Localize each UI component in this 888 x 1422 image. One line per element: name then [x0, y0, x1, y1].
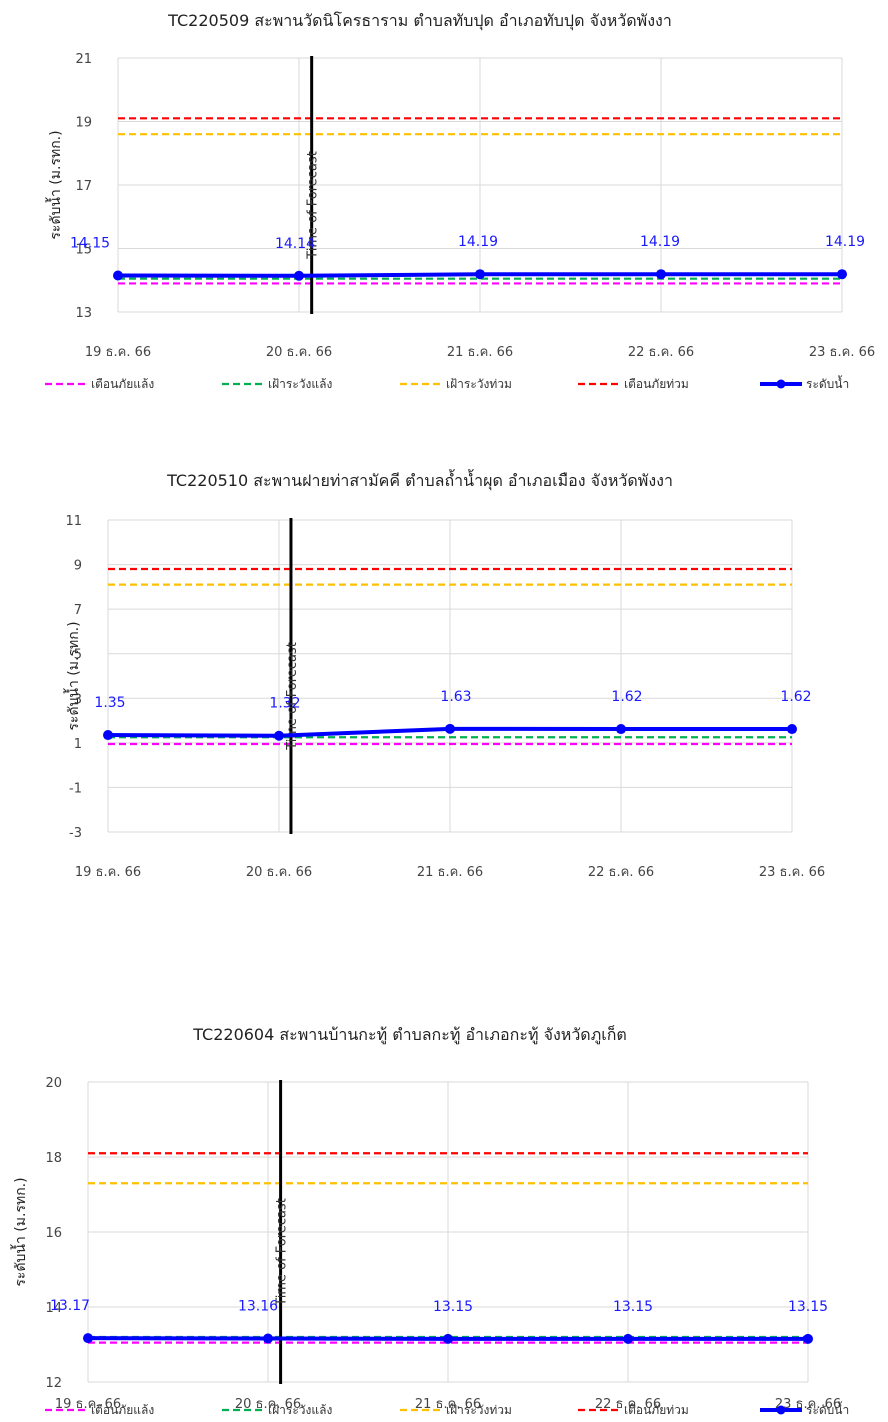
water-level-point	[103, 730, 113, 741]
data-label: 1.62	[780, 689, 811, 705]
y-tick-label: 21	[75, 52, 92, 67]
water-level-point	[616, 724, 626, 735]
data-label: 13.17	[50, 1298, 90, 1314]
data-label: 14.19	[640, 234, 680, 250]
data-label: 14.19	[458, 234, 498, 250]
legend-label: เฝ้าระวังแล้ง	[268, 377, 332, 391]
chart-svg: TC220509 สะพานวัดนิโครธาราม ตำบลทับปุด อ…	[45, 11, 875, 391]
legend-label: เฝ้าระวังท่วม	[446, 377, 512, 391]
y-tick-label: 19	[75, 116, 92, 131]
legend-label: เฝ้าระวังแล้ง	[268, 1403, 332, 1417]
y-axis-label: ระดับน้ำ (ม.รทก.)	[45, 130, 64, 239]
data-label: 13.15	[788, 1299, 828, 1315]
legend-label: ระดับน้ำ	[806, 375, 849, 391]
chart-title: TC220509 สะพานวัดนิโครธาราม ตำบลทับปุด อ…	[167, 11, 672, 31]
x-tick-label: 22 ธ.ค. 66	[588, 865, 654, 880]
data-label: 14.14	[275, 236, 315, 252]
y-tick-label: 11	[65, 514, 82, 529]
legend-label: เฝ้าระวังท่วม	[446, 1403, 512, 1417]
x-tick-label: 20 ธ.ค. 66	[246, 865, 312, 880]
y-tick-label: 7	[74, 603, 82, 618]
data-label: 1.62	[611, 689, 642, 705]
y-tick-label: 20	[45, 1076, 62, 1091]
chart-title: TC220510 สะพานฝายท่าสามัคคี ตำบลถ้ำน้ำผุ…	[166, 469, 673, 491]
data-label: 1.35	[94, 695, 125, 711]
data-label: 13.15	[433, 1299, 473, 1315]
legend-label: เตือนภัยท่วม	[624, 377, 689, 391]
y-tick-label: 1	[74, 737, 82, 752]
chart-svg: TC220510 สะพานฝายท่าสามัคคี ตำบลถ้ำน้ำผุ…	[63, 469, 825, 880]
data-label: 13.15	[613, 1299, 653, 1315]
water-level-point	[263, 1333, 273, 1344]
data-label: 14.19	[825, 234, 865, 250]
y-tick-label: 12	[45, 1376, 62, 1391]
legend-marker	[776, 1405, 786, 1415]
y-tick-label: 16	[45, 1226, 62, 1241]
legend-label: เตือนภัยท่วม	[624, 1403, 689, 1417]
forecast-annotation: Time of Forecast	[285, 642, 300, 751]
y-tick-label: 18	[45, 1151, 62, 1166]
y-tick-label: -1	[69, 781, 82, 796]
y-tick-label: 3	[74, 692, 82, 707]
x-tick-label: 21 ธ.ค. 66	[417, 865, 483, 880]
water-level-chart-tc220510: TC220510 สะพานฝายท่าสามัคคี ตำบลถ้ำน้ำผุ…	[0, 464, 888, 884]
y-tick-label: 14	[45, 1301, 62, 1316]
water-level-point	[443, 1333, 453, 1344]
water-level-point	[475, 269, 485, 280]
y-tick-label: 5	[74, 648, 82, 663]
water-level-point	[787, 724, 797, 735]
forecast-annotation: Time of Forecast	[275, 1198, 290, 1307]
y-axis-label: ระดับน้ำ (ม.รทก.)	[10, 1177, 29, 1286]
legend-label: ระดับน้ำ	[806, 1401, 849, 1417]
chart-svg: TC220604 สะพานบ้านกะทู้ ตำบลกะทู้ อำเภอก…	[10, 1024, 849, 1417]
x-tick-label: 23 ธ.ค. 66	[759, 865, 825, 880]
legend-label: เตือนภัยแล้ง	[91, 1403, 154, 1417]
y-tick-label: 13	[75, 306, 92, 321]
x-tick-label: 21 ธ.ค. 66	[447, 345, 513, 360]
water-level-point	[83, 1333, 93, 1344]
x-tick-label: 20 ธ.ค. 66	[266, 345, 332, 360]
chart-title: TC220604 สะพานบ้านกะทู้ ตำบลกะทู้ อำเภอก…	[192, 1024, 627, 1045]
water-level-point	[623, 1333, 633, 1344]
x-tick-label: 22 ธ.ค. 66	[595, 1397, 661, 1412]
y-axis-label: ระดับน้ำ (ม.รทก.)	[63, 621, 82, 730]
x-tick-label: 19 ธ.ค. 66	[85, 345, 151, 360]
water-level-point	[274, 730, 284, 741]
y-tick-label: 15	[75, 243, 92, 258]
water-level-point	[837, 269, 847, 280]
data-label: 14.15	[70, 235, 110, 251]
data-label: 1.63	[440, 689, 471, 705]
legend-marker	[776, 379, 786, 389]
water-level-point	[656, 269, 666, 280]
water-level-point	[113, 270, 123, 281]
water-level-chart-tc220509: TC220509 สะพานวัดนิโครธาราม ตำบลทับปุด อ…	[0, 0, 888, 420]
water-level-point	[294, 270, 304, 281]
x-tick-label: 22 ธ.ค. 66	[628, 345, 694, 360]
x-tick-label: 20 ธ.ค. 66	[235, 1397, 301, 1412]
x-tick-label: 21 ธ.ค. 66	[415, 1397, 481, 1412]
forecast-annotation: Time of Forecast	[306, 151, 321, 260]
legend-label: เตือนภัยแล้ง	[91, 377, 154, 391]
y-tick-label: -3	[69, 826, 82, 841]
y-tick-label: 17	[75, 179, 92, 194]
data-label: 1.32	[269, 696, 300, 712]
y-tick-label: 9	[74, 559, 82, 574]
water-level-point	[445, 723, 455, 734]
x-tick-label: 19 ธ.ค. 66	[75, 865, 141, 880]
x-tick-label: 19 ธ.ค. 66	[55, 1397, 121, 1412]
water-level-chart-tc220604: TC220604 สะพานบ้านกะทู้ ตำบลกะทู้ อำเภอก…	[0, 1016, 888, 1422]
x-tick-label: 23 ธ.ค. 66	[809, 345, 875, 360]
water-level-point	[803, 1333, 813, 1344]
data-label: 13.16	[238, 1299, 278, 1315]
